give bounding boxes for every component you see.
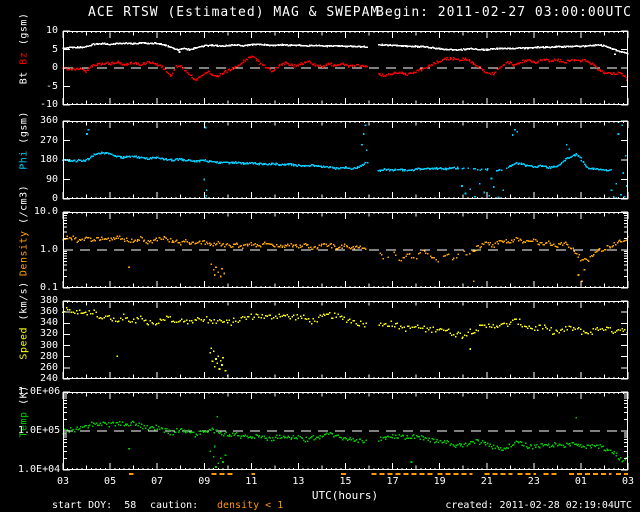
series-temp bbox=[62, 416, 629, 470]
x-tick-label: 23 bbox=[527, 476, 540, 487]
y-tick-label: 10 bbox=[45, 25, 58, 36]
y-tick-label: 1.0E+05 bbox=[18, 425, 61, 436]
y-tick-label: 10.0 bbox=[33, 206, 58, 217]
series-bt bbox=[62, 41, 629, 56]
y-tick-label: 1.0E+04 bbox=[18, 464, 61, 475]
x-axis-title: UTC(hours) bbox=[311, 489, 379, 502]
y-tick-label: 0 bbox=[51, 62, 58, 73]
y-tick-label: 0 bbox=[51, 193, 58, 204]
y-tick-label: 360 bbox=[39, 306, 58, 318]
footer-caution-value: density < 1 bbox=[217, 500, 284, 511]
y-tick-label: 280 bbox=[39, 350, 58, 362]
series-phi bbox=[62, 121, 628, 199]
x-tick-label: 13 bbox=[292, 476, 305, 487]
x-tick-label: 05 bbox=[104, 476, 117, 487]
x-tick-label: 01 bbox=[574, 476, 587, 487]
y-tick-label: -10 bbox=[39, 99, 58, 110]
y-tick-label: 320 bbox=[39, 328, 58, 340]
x-tick-label: 17 bbox=[386, 476, 399, 487]
y-tick-label: 260 bbox=[39, 361, 58, 373]
footer-created-timestamp: created: 2011-02-28 02:19:04UTC bbox=[445, 500, 632, 511]
footer-start-doy: start DOY: 58 bbox=[52, 500, 137, 511]
x-tick-label: 09 bbox=[198, 476, 211, 487]
y-tick-label: 0.1 bbox=[39, 282, 58, 293]
y-tick-label: -5 bbox=[45, 80, 58, 92]
x-tick-label: 19 bbox=[433, 476, 446, 487]
x-tick-label: 15 bbox=[339, 476, 352, 487]
y-tick-label: 340 bbox=[39, 317, 58, 329]
y-tick-label: 380 bbox=[39, 295, 58, 306]
y-tick-label: 1.0E+06 bbox=[18, 386, 61, 397]
series-bz bbox=[61, 55, 629, 82]
y-tick-label: 90 bbox=[45, 173, 58, 185]
y-tick-label: 180 bbox=[39, 154, 58, 165]
chart-begin-timestamp: Begin: 2011-02-27 03:00:00UTC bbox=[376, 5, 632, 20]
chart-title: ACE RTSW (Estimated) MAG & SWEPAM bbox=[88, 5, 380, 20]
x-tick-label: 11 bbox=[245, 476, 258, 487]
x-tick-label: 07 bbox=[151, 476, 164, 487]
y-tick-label: 5 bbox=[51, 43, 58, 55]
y-tick-label: 360 bbox=[39, 115, 58, 126]
x-tick-label: 21 bbox=[480, 476, 493, 487]
y-tick-label: 300 bbox=[39, 339, 58, 351]
x-tick-label: 03 bbox=[56, 476, 70, 487]
y-tick-label: 270 bbox=[39, 134, 58, 146]
footer-caution-label: caution: bbox=[150, 500, 199, 511]
y-tick-label: 1.0 bbox=[39, 244, 58, 255]
series-speed bbox=[62, 307, 628, 377]
series-density bbox=[62, 235, 629, 283]
x-tick-label: 03 bbox=[621, 476, 635, 487]
y-tick-label: 240 bbox=[39, 373, 58, 384]
